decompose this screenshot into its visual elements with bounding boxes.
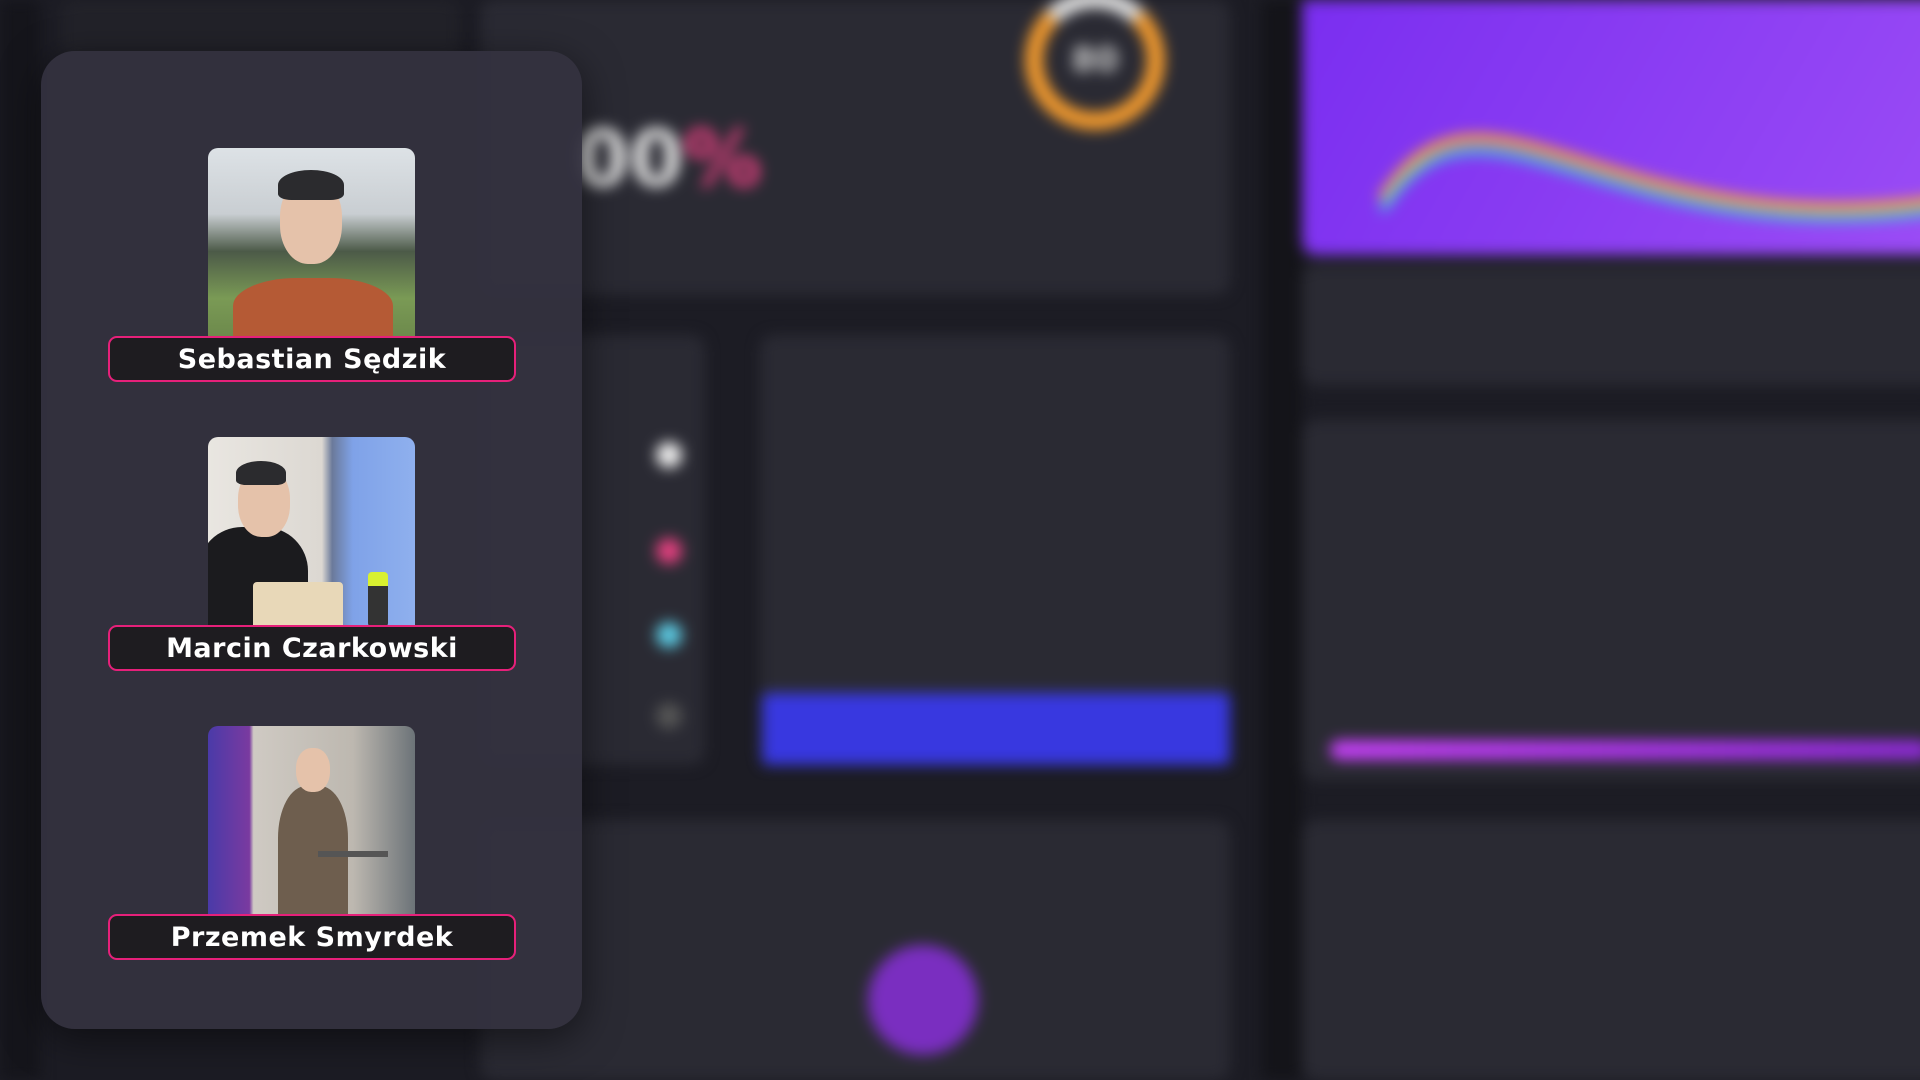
bottom-right-panel <box>1302 820 1920 1080</box>
status-dot <box>656 622 682 648</box>
status-dot <box>656 538 682 564</box>
world-map-panel <box>1302 0 1920 255</box>
percent-stat: 00% <box>575 115 762 205</box>
speaker-photo <box>208 726 415 914</box>
chart-panel <box>1302 420 1920 780</box>
percent-value: 00 <box>575 115 684 205</box>
speaker-name: Przemek Smyrdek <box>108 914 516 960</box>
rainbow-curve <box>1377 133 1920 223</box>
divider <box>1262 0 1302 1080</box>
bubble <box>868 945 978 1055</box>
percent-sign: % <box>683 115 762 205</box>
top-left-header <box>60 0 460 60</box>
status-dot <box>656 703 682 729</box>
action-bar <box>762 693 1230 765</box>
speaker-name: Sebastian Sędzik <box>108 336 516 382</box>
gauge-value: 80 <box>1071 40 1119 80</box>
status-dot <box>656 442 682 468</box>
speaker-photo <box>208 437 415 625</box>
bottom-panel <box>480 820 1230 1080</box>
speaker-name: Marcin Czarkowski <box>108 625 516 671</box>
progress-panel <box>1302 265 1920 385</box>
sidebar <box>0 0 40 1080</box>
speakers-card: Sebastian Sędzik Marcin Czarkowski Przem… <box>41 51 582 1029</box>
speaker-photo <box>208 148 415 336</box>
purple-progress <box>1330 740 1920 760</box>
